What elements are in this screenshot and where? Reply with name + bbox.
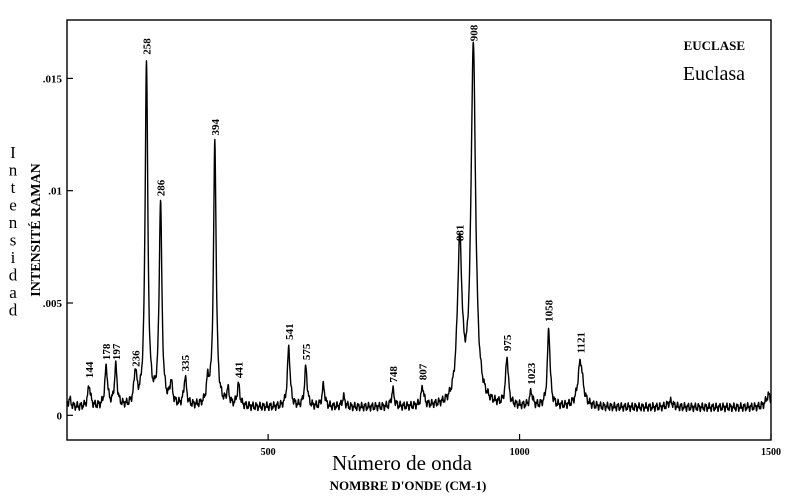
peak-label-1121: 1121 bbox=[575, 332, 587, 353]
y-tick-labels: 0 .005 .01 .015 bbox=[43, 73, 63, 422]
peak-label-541: 541 bbox=[284, 323, 296, 340]
peak-label-807: 807 bbox=[418, 363, 430, 380]
y-tick-label: .015 bbox=[43, 73, 63, 85]
x-tick-label: 1500 bbox=[761, 447, 781, 458]
x-axis-label: Número de onda bbox=[332, 451, 473, 475]
y-tick-label: 0 bbox=[57, 410, 63, 422]
plot-frame bbox=[66, 19, 772, 441]
x-tick-label: 1000 bbox=[510, 447, 530, 458]
peak-label-144: 144 bbox=[84, 361, 96, 378]
y-tick-label: .005 bbox=[43, 298, 63, 310]
peak-label-441: 441 bbox=[234, 362, 246, 379]
peak-label-394: 394 bbox=[210, 119, 222, 136]
peak-label-1058: 1058 bbox=[544, 299, 556, 322]
peak-label-286: 286 bbox=[156, 179, 168, 196]
chart-title: EUCLASE bbox=[684, 38, 745, 53]
peak-label-748: 748 bbox=[388, 366, 400, 383]
spectrum-line bbox=[66, 41, 772, 413]
peak-label-975: 975 bbox=[502, 334, 514, 351]
peak-label-881: 881 bbox=[455, 225, 467, 242]
y-axis-label-secondary: INTENSITÉ RAMAN bbox=[27, 163, 44, 296]
peak-label-178: 178 bbox=[101, 343, 113, 360]
x-axis-label-secondary: NOMBRE D'ONDE (CM-1) bbox=[330, 478, 487, 493]
chart-subtitle: Euclasa bbox=[683, 63, 745, 85]
peak-label-575: 575 bbox=[301, 343, 313, 360]
x-tick-label: 500 bbox=[261, 447, 276, 458]
axis-ticks bbox=[67, 77, 772, 440]
peak-label-1023: 1023 bbox=[526, 362, 538, 385]
peak-label-236: 236 bbox=[130, 350, 142, 367]
peak-label-197: 197 bbox=[111, 343, 123, 360]
y-tick-label: .01 bbox=[48, 186, 62, 198]
peak-label-258: 258 bbox=[142, 38, 154, 55]
peak-label-908: 908 bbox=[468, 24, 480, 41]
peak-label-335: 335 bbox=[180, 354, 192, 371]
x-tick-labels: 500 1000 1500 bbox=[261, 447, 781, 458]
